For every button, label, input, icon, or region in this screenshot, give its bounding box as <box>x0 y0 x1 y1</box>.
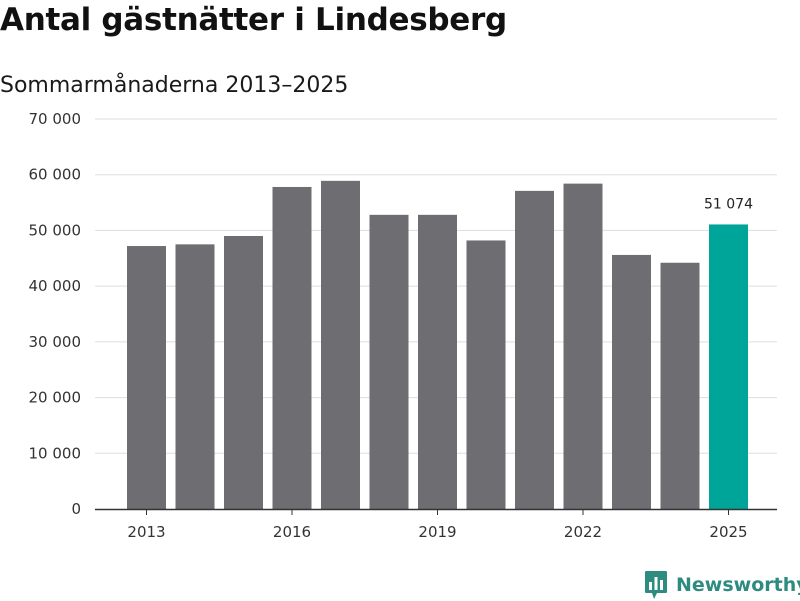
bar-2014 <box>175 244 215 509</box>
bar-2021 <box>515 190 554 509</box>
bar-2018 <box>369 214 409 510</box>
bar-2015 <box>224 236 263 509</box>
x-tick-label: 2013 <box>127 523 165 541</box>
x-tick-label: 2019 <box>418 523 456 541</box>
y-tick-label: 10 000 <box>29 444 82 462</box>
x-axis-ticks: 2013 2016 2019 2022 2025 <box>127 509 748 541</box>
data-labels: 51 074 <box>704 196 753 212</box>
bar-2025 <box>709 224 748 509</box>
x-tick-label: 2025 <box>709 523 747 541</box>
x-tick-label: 2016 <box>273 523 311 541</box>
bar-2016 <box>272 186 312 509</box>
bar-2017 <box>321 180 360 510</box>
chart-subtitle: Sommarmånaderna 2013–2025 <box>0 73 349 98</box>
newsworthy-logo-icon <box>645 571 667 599</box>
bars <box>127 180 748 510</box>
y-tick-label: 20 000 <box>29 389 82 407</box>
y-tick-label: 40 000 <box>29 277 82 295</box>
chart-title: Antal gästnätter i Lindesberg <box>0 2 507 38</box>
y-tick-label: 60 000 <box>29 166 82 184</box>
y-tick-label: 70 000 <box>29 110 82 128</box>
bar-2023 <box>612 254 651 509</box>
bar-2013 <box>127 246 166 509</box>
bar-chart: 0 10 000 20 000 30 000 40 000 50 000 60 000 70 … <box>29 110 777 541</box>
x-tick-label: 2022 <box>564 523 602 541</box>
bar-2020 <box>466 240 506 509</box>
y-axis-ticks: 0 10 000 20 000 30 000 40 000 50 000 60 000 70 … <box>29 110 82 518</box>
bar-2019 <box>418 214 457 510</box>
y-tick-label: 30 000 <box>29 333 82 351</box>
bar-2022 <box>563 183 603 509</box>
brand-name: Newsworthy <box>676 574 800 596</box>
bar-2024 <box>660 262 700 509</box>
data-label-2025: 51 074 <box>704 196 753 212</box>
y-tick-label: 0 <box>71 500 81 518</box>
y-tick-label: 50 000 <box>29 221 82 239</box>
newsworthy-brand: Newsworthy <box>644 569 800 601</box>
